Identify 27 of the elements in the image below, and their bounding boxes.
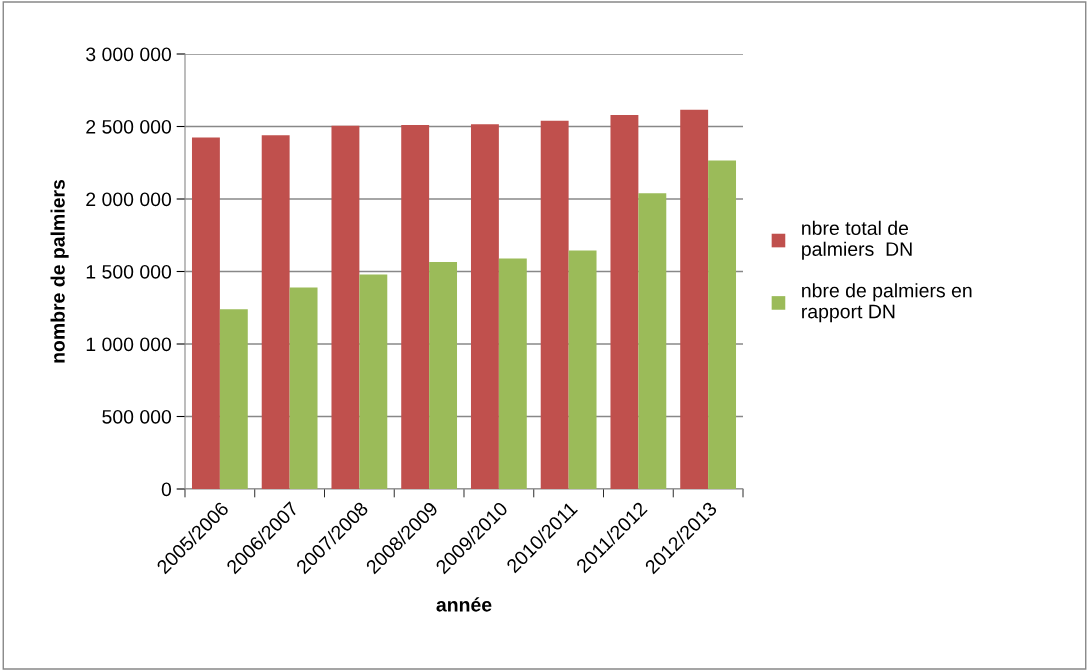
bar	[401, 125, 430, 489]
bar	[359, 274, 388, 489]
y-tick-label: 1 500 000	[86, 264, 172, 279]
bar	[331, 125, 360, 489]
bar	[219, 309, 248, 489]
bar	[568, 250, 597, 489]
y-tick-label: 3 000 000	[86, 47, 172, 62]
y-tick-label: 0	[161, 482, 172, 497]
bar	[708, 160, 737, 489]
y-tick-label: 2 000 000	[86, 192, 172, 207]
bar	[429, 262, 458, 489]
x-axis-title: année	[436, 597, 492, 612]
bar	[191, 137, 220, 489]
bar	[498, 258, 527, 489]
bar	[289, 287, 318, 489]
legend-label: nbre total de palmiers DN	[802, 220, 912, 260]
y-tick-label: 2 500 000	[86, 119, 172, 134]
y-axis-title: nombre de palmiers	[50, 179, 69, 363]
bar	[470, 124, 499, 489]
bar	[540, 120, 569, 489]
bar	[680, 109, 709, 489]
bar	[261, 135, 290, 489]
bar	[638, 193, 667, 489]
legend-label: nbre de palmiers en rapport DN	[802, 283, 972, 323]
bar	[610, 114, 639, 489]
y-tick-label: 500 000	[102, 409, 172, 424]
y-tick-label: 1 000 000	[86, 337, 172, 352]
